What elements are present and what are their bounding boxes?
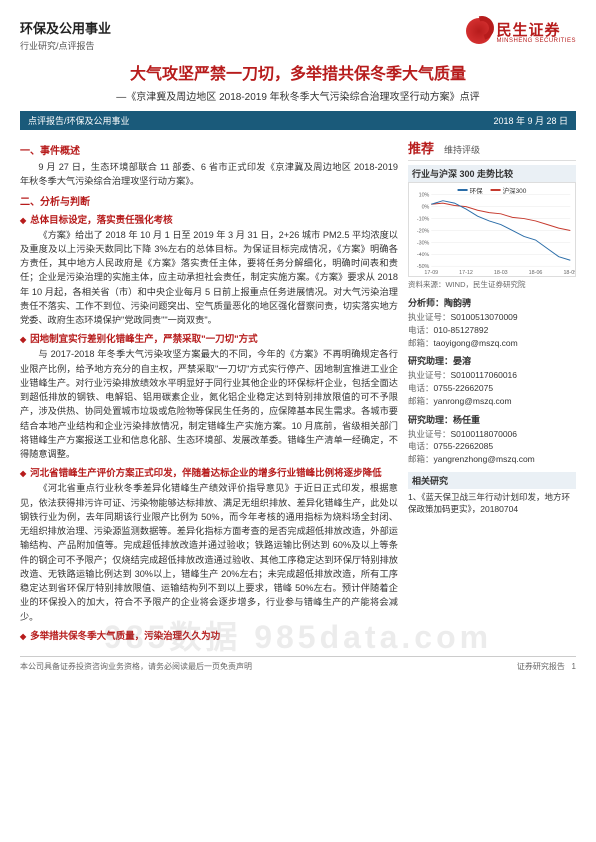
svg-text:-20%: -20% (417, 228, 430, 234)
footer-doc-type: 证券研究报告 (517, 662, 565, 671)
sector-title: 环保及公用事业 (20, 18, 111, 37)
section-2-heading: 二、分析与判断 (20, 193, 398, 208)
page-footer: 本公司具备证券投资咨询业务资格，请务必阅读最后一页免责声明 证券研究报告 1 (20, 656, 576, 672)
logo-text-en: MINSHENG SECURITIES (496, 38, 576, 44)
assistant1-tel: 电话：0755-22662075 (408, 382, 576, 395)
footer-page-num: 1 (572, 662, 576, 671)
svg-text:18-09: 18-09 (563, 270, 575, 276)
sidebar-column: 推荐 维持评级 行业与沪深 300 走势比较 环保 沪深300 10% 0% -10… (408, 138, 576, 644)
assistant2-email: 邮箱：yangrenzhong@mszq.com (408, 453, 576, 466)
chart-legend: 环保 沪深300 (458, 185, 527, 195)
svg-text:0%: 0% (422, 205, 430, 211)
assistant1-heading: 研究助理：晏溶 (408, 354, 576, 367)
subsector: 行业研究/点评报告 (20, 39, 111, 52)
bar-left: 点评报告/环保及公用事业 (28, 114, 130, 127)
footer-disclaimer: 本公司具备证券投资咨询业务资格，请务必阅读最后一页免责声明 (20, 661, 252, 672)
svg-text:-10%: -10% (417, 217, 430, 223)
bullet-4: ◆多举措共保冬季大气质量，污染治理久久为功 (20, 628, 398, 642)
recommendation: 推荐 (408, 138, 434, 157)
svg-text:10%: 10% (419, 193, 430, 199)
chart-title: 行业与沪深 300 走势比较 (408, 165, 576, 182)
report-subtitle: —《京津冀及周边地区 2018-2019 年秋冬季大气污染综合治理攻坚行动方案》… (20, 88, 576, 103)
company-logo: 民生证券 MINSHENG SECURITIES (466, 18, 576, 44)
analyst-heading: 分析师：陶韵骋 (408, 296, 576, 309)
svg-text:18-06: 18-06 (529, 270, 543, 276)
assistant2-heading: 研究助理：杨任重 (408, 413, 576, 426)
logo-text-cn: 民生证券 (496, 22, 560, 39)
recommendation-sub: 维持评级 (444, 143, 480, 156)
svg-text:-40%: -40% (417, 252, 430, 258)
svg-text:-30%: -30% (417, 240, 430, 246)
bullet-2-para: 与 2017-2018 年冬季大气污染攻坚方案最大的不同，今年的《方案》不再明确… (20, 347, 398, 461)
bullet-3: ◆河北省错峰生产评价方案正式印发，伴随着达标企业的增多行业错峰比例将逐步降低 (20, 465, 398, 479)
analyst-email: 邮箱：taoyigong@mszq.com (408, 337, 576, 350)
section-1-heading: 一、事件概述 (20, 142, 398, 157)
assistant1-email: 邮箱：yanrong@mszq.com (408, 395, 576, 408)
svg-text:17-12: 17-12 (459, 270, 473, 276)
info-bar: 点评报告/环保及公用事业 2018 年 9 月 28 日 (20, 111, 576, 130)
bullet-3-para: 《河北省重点行业秋冬季差异化错峰生产绩效评价指导意见》于近日正式印发，根据意见，… (20, 481, 398, 624)
bullet-2: ◆因地制宜实行差别化错峰生产，严禁采取"一刀切"方式 (20, 331, 398, 345)
analyst-tel: 电话：010-85127892 (408, 324, 576, 337)
svg-text:18-03: 18-03 (494, 270, 508, 276)
bullet-1-para: 《方案》给出了 2018 年 10 月 1 日至 2019 年 3 月 31 日… (20, 228, 398, 328)
related-item-1: 1、《蓝天保卫战三年行动计划印发，地方环保政策加码更实》，20180704 (408, 492, 576, 516)
section-1-para: 9 月 27 日，生态环境部联合 11 部委、6 省市正式印发《京津冀及周边地区… (20, 160, 398, 189)
logo-icon (466, 18, 492, 44)
assistant1-cert: 执业证号：S0100117060016 (408, 369, 576, 382)
related-research-heading: 相关研究 (408, 472, 576, 489)
analyst-cert: 执业证号：S0100513070009 (408, 311, 576, 324)
report-title: 大气攻坚严禁一刀切，多举措共保冬季大气质量 (20, 60, 576, 84)
svg-text:17-09: 17-09 (424, 270, 438, 276)
performance-chart: 环保 沪深300 10%0%-10%-20%-30%-40%-50% 17-09… (408, 182, 576, 277)
bar-right: 2018 年 9 月 28 日 (493, 114, 568, 127)
assistant2-cert: 执业证号：S0100118070006 (408, 428, 576, 441)
chart-svg: 10%0%-10%-20%-30%-40%-50% 17-0917-1218-0… (409, 183, 575, 276)
main-column: 一、事件概述 9 月 27 日，生态环境部联合 11 部委、6 省市正式印发《京… (20, 138, 398, 644)
chart-source: 资料来源：WIND，民生证券研究院 (408, 279, 576, 290)
assistant2-tel: 电话：0755-22662085 (408, 440, 576, 453)
bullet-1: ◆总体目标设定，落实责任强化考核 (20, 212, 398, 226)
